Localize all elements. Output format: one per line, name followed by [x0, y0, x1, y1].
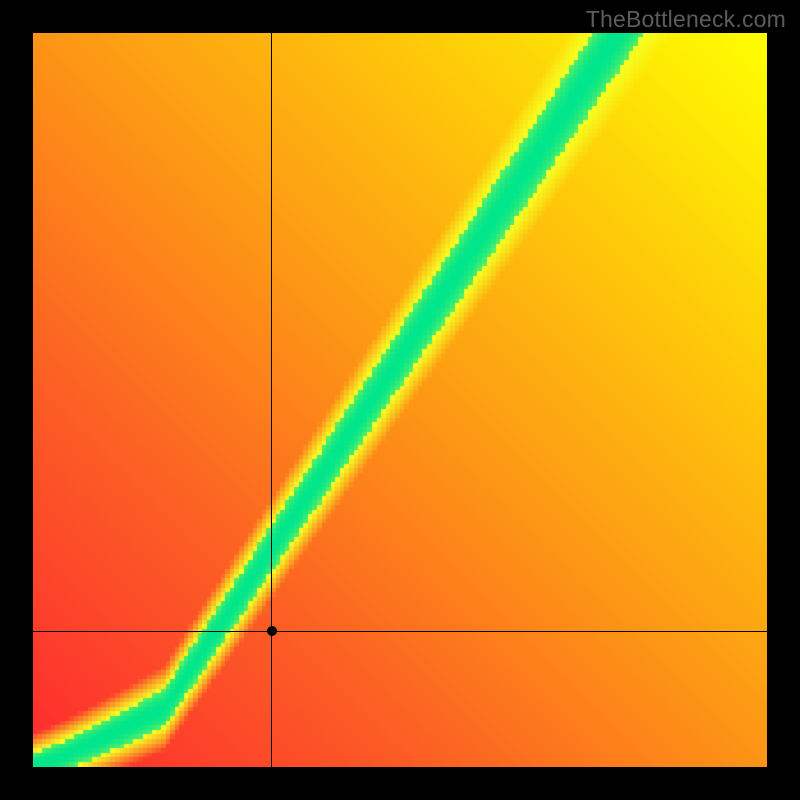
- watermark-text: TheBottleneck.com: [586, 6, 786, 33]
- crosshair-horizontal: [33, 631, 767, 632]
- heatmap-canvas: [33, 33, 767, 767]
- crosshair-vertical: [271, 33, 272, 767]
- crosshair-marker: [267, 626, 277, 636]
- plot-area: [33, 33, 767, 767]
